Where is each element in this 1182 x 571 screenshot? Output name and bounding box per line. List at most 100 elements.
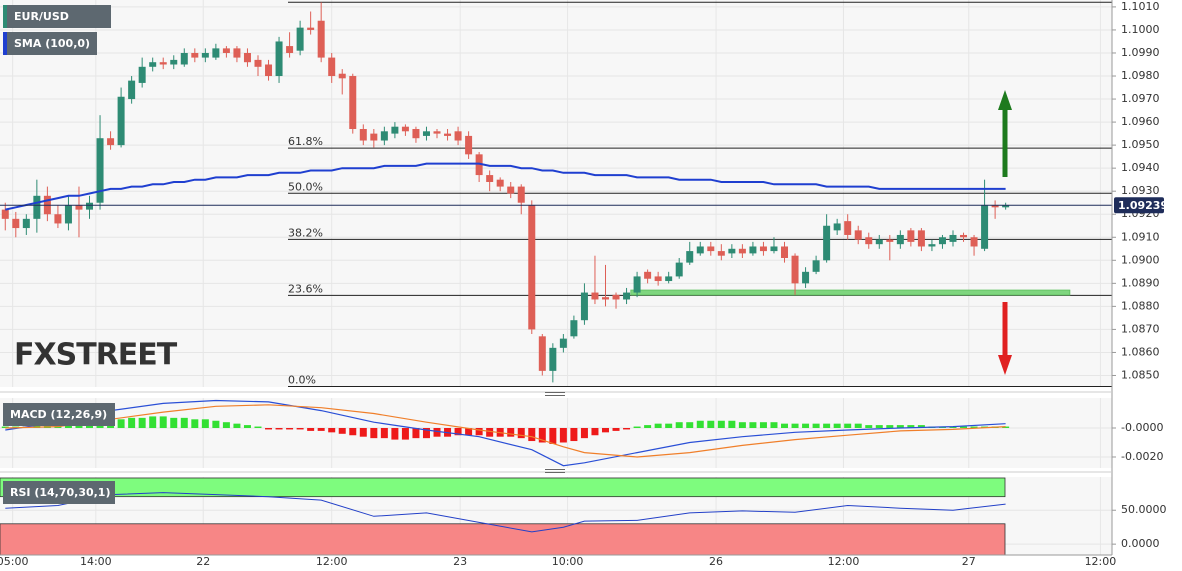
y-tick-label: 1.0990: [1121, 46, 1160, 59]
y-tick-label: 1.0900: [1121, 253, 1160, 266]
candle-body: [896, 234, 904, 245]
resize-handle[interactable]: [545, 392, 565, 473]
candle-body: [86, 202, 94, 210]
up-arrow-head: [998, 90, 1012, 110]
candle-body: [380, 131, 388, 141]
candle-body: [865, 237, 873, 245]
histogram-bar: [949, 426, 957, 428]
candle-body: [54, 214, 62, 224]
histogram-bar: [475, 428, 483, 436]
histogram-bar: [328, 428, 336, 433]
x-tick-label: 12:00: [828, 555, 860, 568]
candle-body: [844, 221, 852, 235]
candle-body: [675, 262, 683, 277]
y-tick-label: 1.1000: [1121, 23, 1160, 36]
candle-body: [833, 223, 841, 231]
candle-body: [507, 186, 515, 194]
x-tick-label: 12:00: [1085, 555, 1117, 568]
indicator-label: MACD (12,26,9): [10, 408, 107, 421]
histogram-bar: [233, 423, 241, 428]
histogram-bar: [759, 422, 767, 428]
histogram-bar: [338, 428, 346, 434]
histogram-bar: [212, 420, 220, 428]
candle-body: [233, 48, 241, 58]
candle-body: [12, 218, 20, 229]
y-tick-label: -0.0020: [1121, 450, 1163, 463]
histogram-bar: [201, 419, 209, 428]
x-tick-label: 05:00: [0, 555, 28, 568]
rsi-line: [5, 492, 1006, 533]
histogram-bar: [507, 428, 515, 437]
candle-body: [349, 76, 357, 129]
histogram-bar: [686, 422, 694, 428]
candle-body: [823, 225, 831, 261]
candle-body: [33, 195, 41, 219]
candle-body: [781, 246, 789, 258]
candle-body: [149, 62, 157, 67]
candle-body: [917, 230, 925, 247]
x-tick-label: 10:00: [552, 555, 584, 568]
histogram-bar: [717, 420, 725, 428]
candle-body: [412, 129, 420, 139]
histogram-bar: [243, 425, 251, 428]
candle-body: [370, 133, 378, 141]
histogram-bar: [538, 428, 546, 443]
candle-body: [307, 27, 315, 30]
x-tick-label: 14:00: [80, 555, 112, 568]
candle-body: [981, 205, 989, 249]
indicator-label: RSI (14,70,30,1): [10, 486, 110, 499]
candle-body: [296, 27, 304, 51]
candle-body: [317, 20, 325, 58]
candle-body: [749, 246, 757, 254]
candle-body: [222, 48, 230, 53]
candle-body: [717, 251, 725, 256]
y-tick-label: -0.0000: [1121, 421, 1163, 434]
candle-body: [64, 205, 72, 224]
legend-label: SMA (100,0): [14, 37, 90, 50]
candle-body: [22, 218, 30, 229]
histogram-bar: [865, 425, 873, 428]
histogram-bar: [854, 423, 862, 428]
histogram-bar: [570, 428, 578, 442]
y-tick-label: 1.0970: [1121, 92, 1160, 105]
histogram-bar: [696, 420, 704, 428]
candle-body: [433, 131, 441, 134]
y-tick-label: 1.0850: [1121, 368, 1160, 381]
y-tick-label: 1.0890: [1121, 276, 1160, 289]
histogram-bar: [307, 428, 315, 431]
histogram-bar: [654, 423, 662, 428]
candle-body: [738, 248, 746, 254]
histogram-bar: [707, 420, 715, 428]
histogram-bar: [580, 428, 588, 439]
y-tick-label: 0.0000: [1121, 537, 1160, 550]
candle-body: [728, 248, 736, 254]
histogram-bar: [833, 423, 841, 428]
candle-body: [75, 205, 83, 210]
histogram-bar: [875, 425, 883, 428]
legend-box: [3, 481, 115, 504]
histogram-bar: [170, 417, 178, 428]
y-tick-label: 1.0930: [1121, 184, 1160, 197]
candle-body: [180, 52, 188, 65]
candle-body: [812, 260, 820, 272]
histogram-bar: [412, 428, 420, 439]
fib-label: 23.6%: [288, 282, 323, 295]
histogram-bar: [454, 428, 462, 436]
histogram-bar: [380, 428, 388, 439]
candle-body: [644, 271, 652, 279]
histogram-bar: [191, 419, 199, 428]
histogram-bar: [886, 425, 894, 428]
histogram-bar: [296, 428, 304, 430]
histogram-bar: [960, 426, 968, 428]
candle-body: [1002, 205, 1010, 208]
candle-body: [265, 64, 273, 77]
candle-body: [444, 133, 452, 136]
histogram-bar: [559, 428, 567, 443]
candle-body: [960, 234, 968, 238]
legend: EUR/USD SMA (100,0) MACD (12,26,9) RSI (…: [3, 5, 115, 504]
histogram-bar: [359, 428, 367, 437]
y-tick-label: 1.0950: [1121, 138, 1160, 151]
candle-body: [107, 138, 115, 146]
histogram-bar: [728, 420, 736, 428]
